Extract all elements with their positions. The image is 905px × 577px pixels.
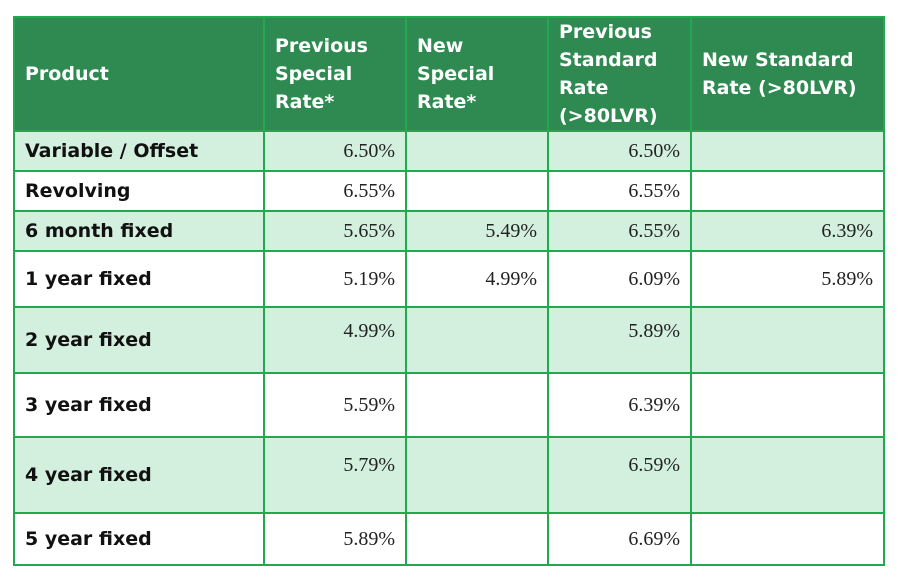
interest-rate-table: Product Previous Special Rate* New Speci… xyxy=(13,16,885,566)
previous-special-rate-cell: 5.19% xyxy=(263,250,407,308)
new-standard-rate-cell: 6.39% xyxy=(690,210,885,252)
new-standard-rate-cell xyxy=(690,436,885,514)
previous-standard-rate-cell: 6.39% xyxy=(547,372,692,438)
new-special-rate-cell xyxy=(405,130,549,172)
new-special-rate-cell xyxy=(405,170,549,212)
new-special-rate-cell: 5.49% xyxy=(405,210,549,252)
table-row: 3 year fixed 5.59% 6.39% xyxy=(13,372,885,438)
product-cell: 3 year fixed xyxy=(13,372,265,438)
new-special-rate-cell xyxy=(405,512,549,566)
previous-standard-rate-cell: 6.50% xyxy=(547,130,692,172)
previous-special-rate-cell: 5.65% xyxy=(263,210,407,252)
previous-standard-rate-cell: 6.69% xyxy=(547,512,692,566)
table-row: Variable / Offset 6.50% 6.50% xyxy=(13,130,885,172)
previous-special-rate-cell: 6.55% xyxy=(263,170,407,212)
new-standard-rate-cell xyxy=(690,130,885,172)
table-row: 1 year fixed 5.19% 4.99% 6.09% 5.89% xyxy=(13,250,885,308)
new-standard-rate-cell xyxy=(690,512,885,566)
previous-special-rate-cell: 5.79% xyxy=(263,436,407,514)
header-row: Product Previous Special Rate* New Speci… xyxy=(13,16,885,132)
header-product: Product xyxy=(13,16,265,132)
product-cell: Revolving xyxy=(13,170,265,212)
product-cell: 6 month fixed xyxy=(13,210,265,252)
table-row: Revolving 6.55% 6.55% xyxy=(13,170,885,212)
previous-standard-rate-cell: 6.55% xyxy=(547,170,692,212)
new-special-rate-cell xyxy=(405,436,549,514)
new-standard-rate-cell: 5.89% xyxy=(690,250,885,308)
product-cell: 1 year fixed xyxy=(13,250,265,308)
product-cell: 5 year fixed xyxy=(13,512,265,566)
table-row: 6 month fixed 5.65% 5.49% 6.55% 6.39% xyxy=(13,210,885,252)
table-row: 2 year fixed 4.99% 5.89% xyxy=(13,306,885,374)
table-header: Product Previous Special Rate* New Speci… xyxy=(13,16,885,132)
product-cell: 4 year fixed xyxy=(13,436,265,514)
header-new-special-rate: New Special Rate* xyxy=(405,16,549,132)
previous-special-rate-cell: 5.59% xyxy=(263,372,407,438)
header-previous-special-rate: Previous Special Rate* xyxy=(263,16,407,132)
table-row: 5 year fixed 5.89% 6.69% xyxy=(13,512,885,566)
new-standard-rate-cell xyxy=(690,306,885,374)
previous-standard-rate-cell: 6.09% xyxy=(547,250,692,308)
product-cell: 2 year fixed xyxy=(13,306,265,374)
new-special-rate-cell xyxy=(405,372,549,438)
new-special-rate-cell: 4.99% xyxy=(405,250,549,308)
previous-special-rate-cell: 5.89% xyxy=(263,512,407,566)
previous-standard-rate-cell: 5.89% xyxy=(547,306,692,374)
previous-standard-rate-cell: 6.59% xyxy=(547,436,692,514)
previous-special-rate-cell: 4.99% xyxy=(263,306,407,374)
header-new-standard-rate: New Standard Rate (>80LVR) xyxy=(690,16,885,132)
product-cell: Variable / Offset xyxy=(13,130,265,172)
previous-standard-rate-cell: 6.55% xyxy=(547,210,692,252)
new-special-rate-cell xyxy=(405,306,549,374)
previous-special-rate-cell: 6.50% xyxy=(263,130,407,172)
table-row: 4 year fixed 5.79% 6.59% xyxy=(13,436,885,514)
new-standard-rate-cell xyxy=(690,372,885,438)
header-previous-standard-rate: Previous Standard Rate (>80LVR) xyxy=(547,16,692,132)
new-standard-rate-cell xyxy=(690,170,885,212)
